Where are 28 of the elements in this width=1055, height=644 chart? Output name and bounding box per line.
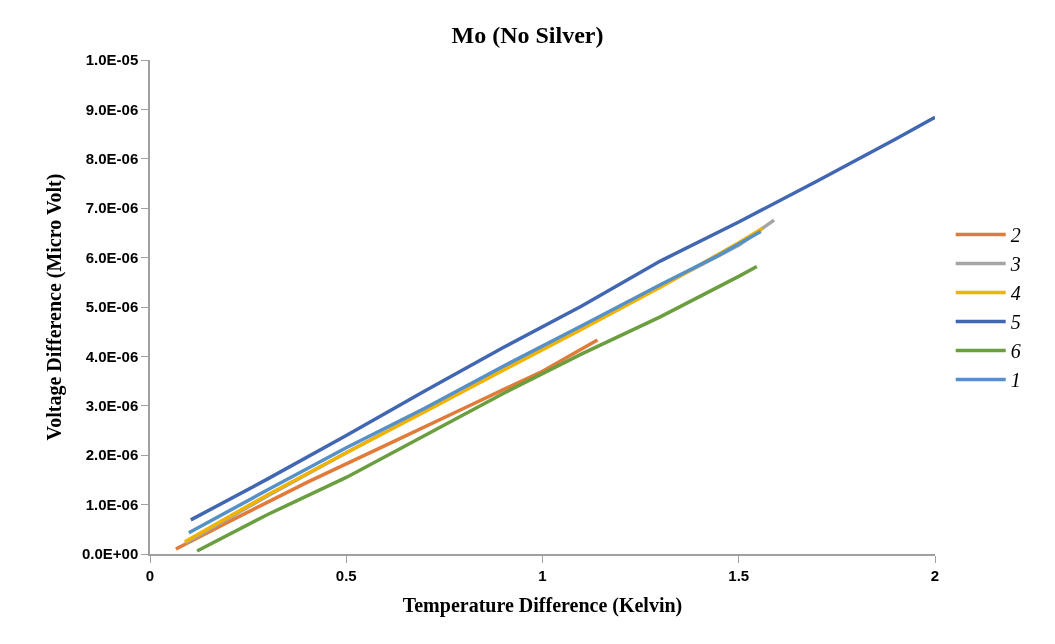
line-series [174, 338, 600, 551]
x-tick-label: 0.5 [335, 566, 357, 584]
legend-label: 4 [1010, 282, 1021, 305]
chart-title: Mo (No Silver) [451, 21, 604, 48]
line-series [195, 264, 759, 553]
legend-label: 6 [1010, 340, 1021, 363]
y-tick-label: 7.0E-06 [85, 199, 139, 217]
legend-label: 1 [1010, 369, 1021, 392]
x-axis-title: Temperature Difference (Kelvin) [402, 593, 683, 617]
y-tick-label: 2.0E-06 [85, 446, 139, 464]
y-tick-label: 3.0E-06 [85, 397, 139, 415]
y-tick-label: 4.0E-06 [85, 347, 139, 365]
x-tick-label: 1.5 [728, 566, 750, 584]
legend-label: 3 [1009, 253, 1021, 276]
line-series [189, 115, 935, 522]
y-tick-label: 9.0E-06 [85, 100, 139, 118]
y-tick-label: 1.0E-06 [85, 495, 139, 513]
y-tick-label: 6.0E-06 [85, 248, 139, 266]
x-tick-label: 0 [145, 566, 155, 584]
x-tick-label: 1 [538, 566, 547, 584]
y-tick-label: 0.0E+00 [81, 545, 139, 563]
y-tick-label: 8.0E-06 [85, 150, 139, 168]
y-axis-title: Voltage Difference (Micro Volt) [42, 173, 66, 441]
legend-label: 5 [1010, 311, 1021, 334]
y-tick-label: 5.0E-06 [85, 298, 139, 316]
y-tick-label: 1.0E-05 [85, 51, 139, 69]
legend-label: 2 [1010, 224, 1021, 247]
x-tick-label: 2 [930, 566, 940, 584]
